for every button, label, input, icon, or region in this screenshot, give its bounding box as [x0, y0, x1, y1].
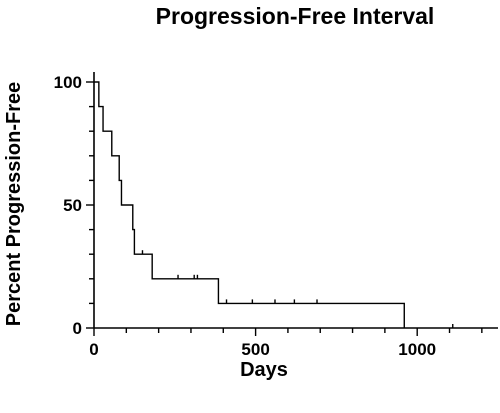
y-tick-label: 0 — [73, 319, 82, 338]
y-tick-label: 50 — [63, 196, 82, 215]
x-axis-label: Days — [240, 359, 288, 381]
plot-area — [94, 81, 454, 328]
survival-step-line — [94, 81, 405, 328]
y-axis-label: Percent Progression-Free — [3, 82, 25, 327]
chart-title: Progression-Free Interval — [156, 3, 435, 29]
x-tick-label: 500 — [241, 340, 269, 359]
x-tick-label: 0 — [89, 340, 98, 359]
x-tick-label: 1000 — [398, 340, 436, 359]
y-tick-label: 100 — [54, 73, 82, 92]
